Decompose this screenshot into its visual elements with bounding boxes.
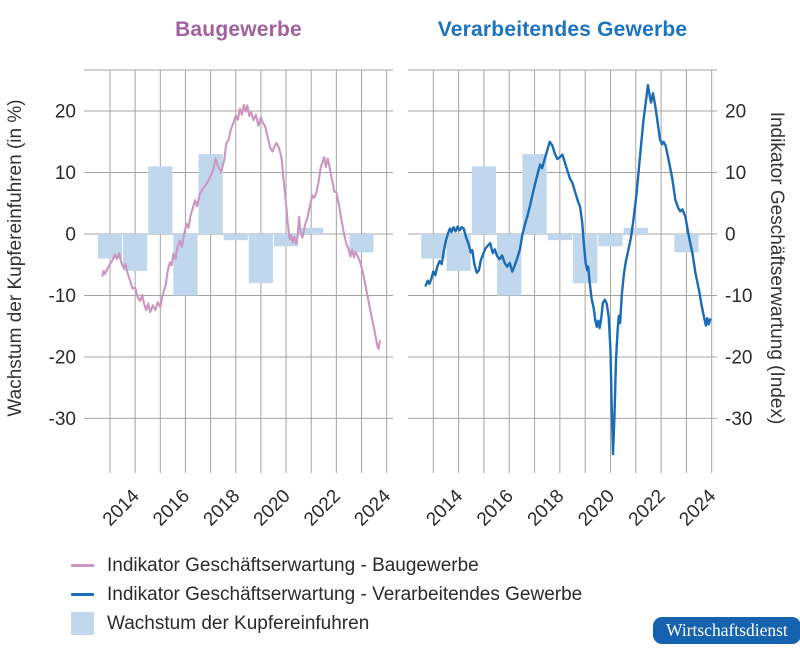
legend: Indikator Geschäftserwartung - Baugewerb… — [71, 551, 582, 638]
y-tick-labels: 20 10 0 -10 -20 -30 — [49, 102, 76, 430]
bar-2015 — [471, 166, 497, 234]
bar-2016 — [173, 234, 198, 296]
y-tick-label: -20 — [725, 347, 752, 368]
bar-2021 — [299, 227, 324, 234]
y-tick-label: 0 — [725, 225, 736, 246]
x-gridlines — [432, 70, 713, 473]
bar-2020 — [598, 234, 623, 247]
bar-2015 — [148, 166, 173, 234]
blue-line-swatch-icon — [71, 593, 94, 596]
x-tick-label: 2016 — [473, 486, 518, 531]
bar-2023 — [349, 234, 374, 253]
legend-label: Wachstum der Kupfereinfuhren — [107, 612, 370, 634]
y-tick-label: -30 — [725, 409, 752, 430]
x-tick-label: 2014 — [99, 485, 144, 530]
bar-2023 — [674, 234, 699, 253]
pink-line-swatch-icon — [71, 564, 94, 567]
y-tick-labels: 20 10 0 -10 -20 -30 — [725, 102, 752, 430]
x-tick-label: 2022 — [625, 486, 670, 531]
bar-2021 — [623, 227, 648, 234]
legend-label: Indikator Geschäftserwartung - Baugewerb… — [107, 554, 479, 576]
x-tick-label: 2024 — [675, 485, 720, 530]
y-tick-label: -10 — [49, 286, 76, 307]
panel-title-verarbeitendes-gewerbe: Verarbeitendes Gewerbe — [437, 18, 688, 41]
legend-item-kupfereinfuhren: Wachstum der Kupfereinfuhren — [71, 609, 582, 638]
legend-item-verarbeitendes-gewerbe: Indikator Geschäftserwartung - Verarbeit… — [71, 580, 582, 609]
copper-import-bars — [421, 154, 699, 296]
x-gridlines — [109, 70, 388, 473]
y-tick-label: 10 — [55, 163, 76, 184]
x-tick-label: 2018 — [200, 486, 245, 531]
copper-import-bars — [97, 154, 374, 296]
bar-2019 — [248, 234, 273, 284]
wirtschaftsdienst-badge: Wirtschaftsdienst — [653, 617, 800, 644]
bar-2014 — [123, 234, 148, 271]
x-tick-label: 2024 — [350, 485, 395, 530]
y-tick-label: 10 — [725, 163, 746, 184]
legend-label: Indikator Geschäftserwartung - Verarbeit… — [107, 583, 583, 605]
x-tick-label: 2016 — [149, 486, 194, 531]
x-tick-label: 2020 — [250, 486, 295, 531]
x-tick-label: 2022 — [300, 486, 345, 531]
y-tick-label: 0 — [65, 225, 76, 246]
expectation-line-verarbeitendes-gewerbe — [424, 83, 712, 456]
x-tick-label: 2020 — [574, 486, 619, 531]
y-gridlines — [408, 110, 717, 419]
y-tick-label: -10 — [725, 286, 752, 307]
bar-swatch-icon — [71, 612, 94, 635]
panel-baugewerbe: 20 10 0 -10 -20 -30 2014 2016 2018 2020 2022 2024 — [49, 69, 396, 530]
expectation-line-baugewerbe — [101, 103, 381, 350]
y-tick-label: 20 — [725, 102, 746, 123]
x-tick-label: 2014 — [422, 485, 467, 530]
panel-title-baugewerbe: Baugewerbe — [175, 18, 302, 41]
panel-verarbeitendes-gewerbe: 20 10 0 -10 -20 -30 2014 2016 2018 2020 2022 2024 — [408, 69, 752, 530]
bar-2018 — [223, 234, 248, 241]
y-tick-label: -20 — [49, 347, 76, 368]
x-tick-label: 2018 — [524, 486, 569, 531]
x-tick-labels: 2014 2016 2018 2020 2022 2024 — [99, 485, 396, 530]
x-tick-labels: 2014 2016 2018 2020 2022 2024 — [422, 485, 720, 530]
bar-2018 — [547, 234, 572, 241]
y-tick-label: 20 — [55, 102, 76, 123]
bar-2013 — [421, 234, 446, 259]
legend-item-baugewerbe: Indikator Geschäftserwartung - Baugewerb… — [71, 551, 582, 580]
y-tick-label: -30 — [49, 409, 76, 430]
